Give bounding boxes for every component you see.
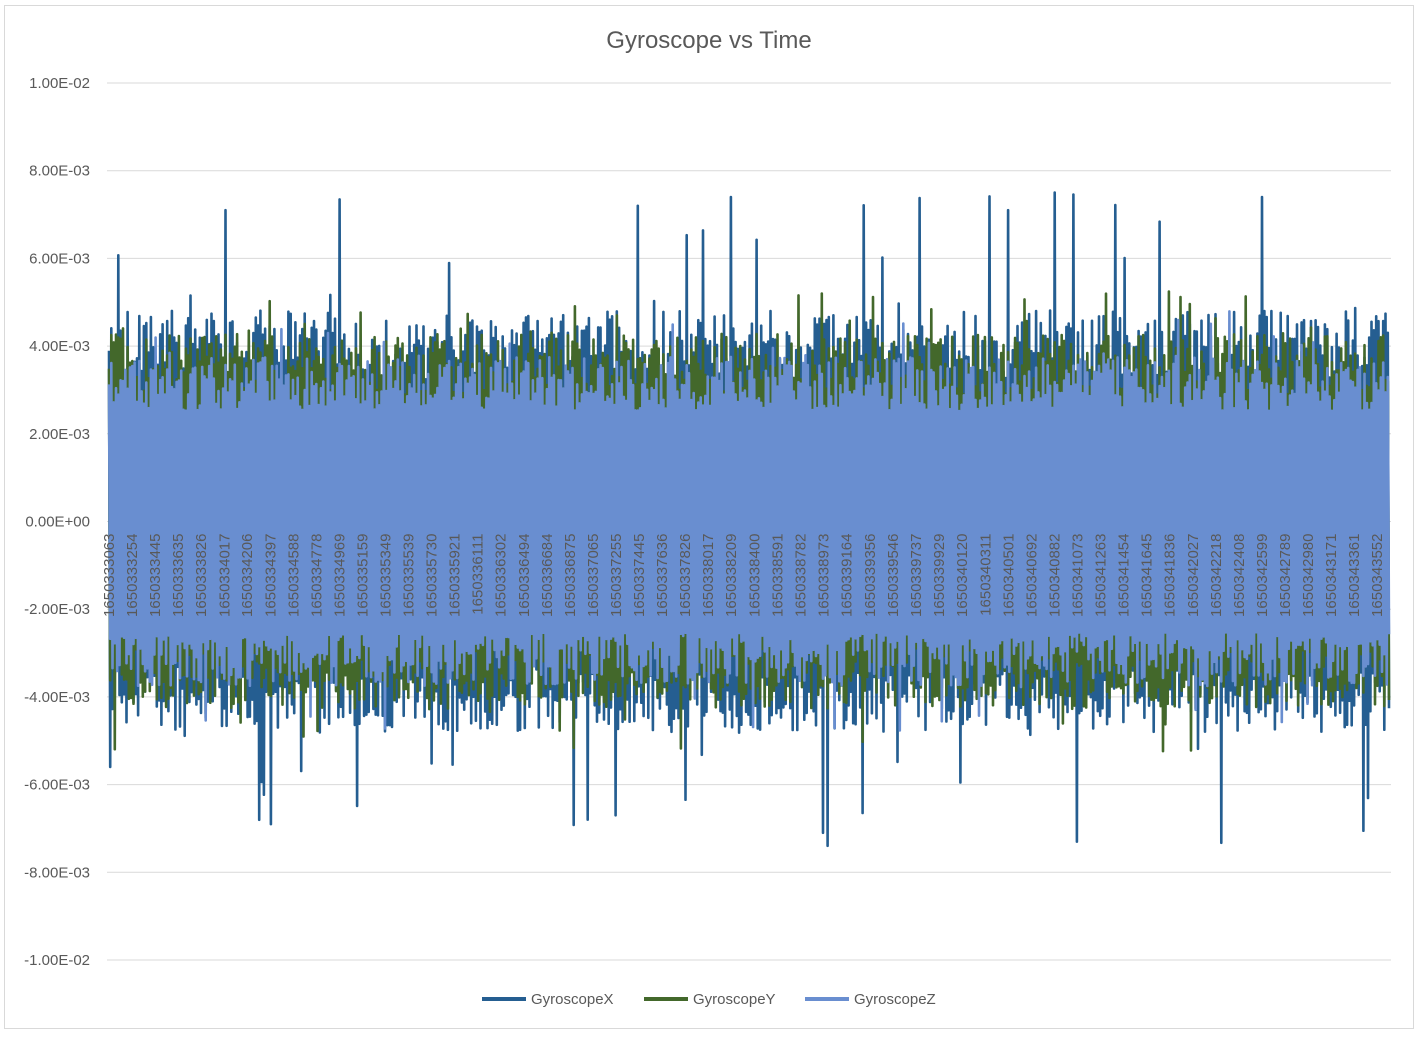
x-tick-label: 1650334778 [308,534,325,617]
legend-label: GyroscopeX [531,991,614,1008]
x-tick-label: 1650334397 [262,534,279,617]
series-line-GyroscopeZ [107,310,1391,732]
x-tick-label: 1650339737 [908,534,925,617]
chart-title: Gyroscope vs Time [606,27,811,54]
x-tick-label: 1650340311 [977,534,994,616]
y-tick-label: 4.00E-03 [29,338,90,355]
x-tick-label: 1650339929 [931,534,948,617]
x-tick-label: 1650338973 [816,534,833,617]
y-tick-label: -4.00E-03 [24,689,90,706]
x-tick-label: 1650335730 [423,534,440,617]
x-tick-label: 1650342408 [1231,534,1248,617]
x-tick-label: 1650341836 [1162,534,1179,617]
x-axis-ticks: 1650333063 1650333254 1650333445 1650333635… [101,534,1386,617]
x-tick-label: 1650334969 [331,534,348,617]
x-tick-label: 1650334588 [285,534,302,617]
x-tick-label: 1650337065 [585,534,602,617]
x-tick-label: 1650339356 [862,534,879,617]
x-tick-label: 1650334206 [239,534,256,617]
legend-item-GyroscopeX: GyroscopeX [482,991,614,1008]
x-tick-label: 1650339546 [885,534,902,617]
x-tick-label: 1650336494 [516,534,533,617]
x-tick-label: 1650343361 [1346,534,1363,617]
x-tick-label: 1650337636 [654,534,671,617]
y-tick-label: -2.00E-03 [24,601,90,618]
y-tick-label: 2.00E-03 [29,426,90,443]
x-tick-label: 1650341073 [1069,534,1086,617]
y-tick-label: -6.00E-03 [24,777,90,794]
x-tick-label: 1650338591 [769,534,786,617]
x-tick-label: 1650336302 [493,534,510,617]
x-tick-label: 1650335159 [354,534,371,617]
x-tick-label: 1650341454 [1115,534,1132,617]
x-tick-label: 1650335539 [400,534,417,617]
y-tick-label: -8.00E-03 [24,864,90,881]
x-tick-label: 1650340692 [1023,534,1040,617]
x-tick-label: 1650339164 [839,534,856,617]
y-tick-label: 1.00E-02 [29,75,90,92]
x-tick-label: 1650342027 [1185,534,1202,617]
chart-frame: Gyroscope vs Time 1.00E-02 8.00E-03 6.00E-… [4,5,1414,1029]
legend-label: GyroscopeY [693,991,776,1008]
series-lines [107,191,1391,848]
x-tick-label: 1650338017 [700,534,717,617]
x-tick-label: 1650342789 [1277,534,1294,617]
x-tick-label: 1650333826 [193,534,210,617]
x-tick-label: 1650342980 [1300,534,1317,617]
y-tick-label: 8.00E-03 [29,163,90,180]
x-tick-label: 1650335349 [377,534,394,617]
x-tick-label: 1650342599 [1254,534,1271,617]
x-tick-label: 1650336684 [539,534,556,617]
legend: GyroscopeX GyroscopeY GyroscopeZ [482,991,936,1008]
x-tick-label: 1650343552 [1369,534,1386,617]
y-tick-label: -1.00E-02 [24,952,90,969]
x-tick-label: 1650341645 [1139,534,1156,617]
x-tick-label: 1650334017 [216,534,233,617]
x-tick-label: 1650336875 [562,534,579,617]
legend-label: GyroscopeZ [854,991,936,1008]
x-tick-label: 1650337255 [608,534,625,617]
y-axis-ticks: 1.00E-02 8.00E-03 6.00E-03 4.00E-03 2.00E-03… [24,75,90,969]
x-tick-label: 1650340120 [954,534,971,617]
legend-item-GyroscopeY: GyroscopeY [644,991,776,1008]
x-tick-label: 1650333635 [170,534,187,617]
x-tick-label: 1650342218 [1208,534,1225,617]
x-tick-label: 1650335921 [447,534,464,617]
x-tick-label: 1650333254 [124,534,141,617]
x-tick-label: 1650340882 [1046,534,1063,617]
x-tick-label: 1650337445 [631,534,648,617]
x-tick-label: 1650338782 [792,534,809,617]
y-tick-label: 6.00E-03 [29,250,90,267]
x-tick-label: 1650338400 [746,534,763,617]
chart-svg: Gyroscope vs Time 1.00E-02 8.00E-03 6.00E-… [24,27,1391,1008]
x-tick-label: 1650341263 [1092,534,1109,617]
x-tick-label: 1650338209 [723,534,740,617]
x-tick-label: 1650340501 [1000,534,1017,617]
x-tick-label: 1650333445 [147,534,164,617]
x-tick-label: 1650337826 [677,534,694,617]
x-tick-label: 1650336111 [470,534,487,615]
y-tick-label: 0.00E+00 [25,514,90,531]
x-tick-label: 1650333063 [101,534,118,617]
x-tick-label: 1650343171 [1323,534,1340,617]
legend-item-GyroscopeZ: GyroscopeZ [805,991,936,1008]
